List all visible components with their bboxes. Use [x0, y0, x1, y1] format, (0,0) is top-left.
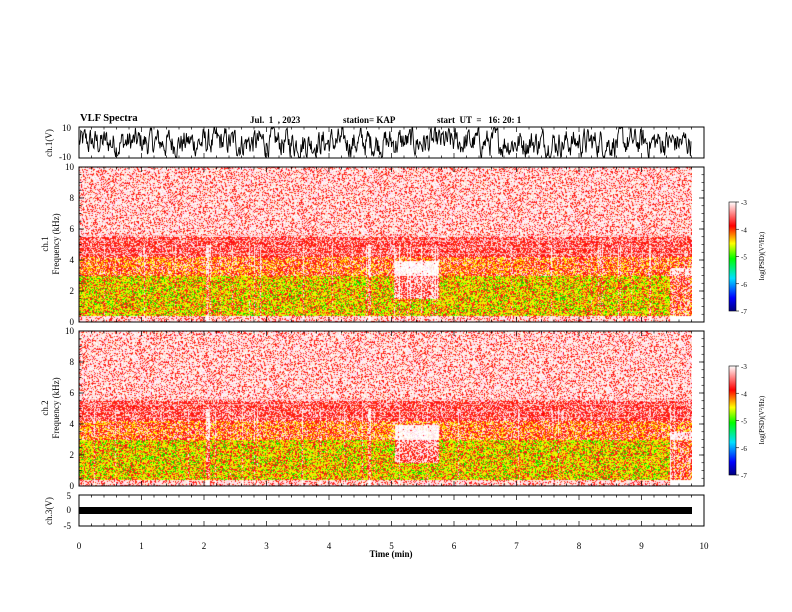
x-tick-label: 7	[514, 541, 519, 551]
y-tick-label: 8	[70, 193, 75, 203]
ch3-ytick-top: 5	[67, 491, 72, 501]
y-tick-label: 2	[70, 286, 75, 296]
x-tick-label: 0	[77, 541, 82, 551]
x-tick-label: 3	[264, 541, 269, 551]
ch1-channel-label: ch.1	[40, 236, 50, 251]
y-tick-label: 8	[70, 357, 75, 367]
colorbar-tick-label: -7	[741, 472, 747, 480]
y-tick-label: 6	[70, 388, 75, 398]
ch1-ytick-top: 10	[62, 123, 72, 133]
ch2-colorbar: -3 -4 -5 -6 -7 log(PSD)(V²/Hz)	[728, 363, 766, 480]
x-tick-label: 5	[389, 541, 394, 551]
start-time-label: start UT = 16: 20: 1	[437, 115, 522, 125]
ch1-waveform-panel: 10 -10 ch.1(V)	[44, 123, 705, 162]
ch2-spectrogram-panel: 0 2 4 6 8 10 ch.2 Frequency (kHz)	[40, 326, 705, 491]
ch2-channel-label: ch.2	[40, 400, 50, 415]
x-tick-label: 2	[202, 541, 207, 551]
colorbar-tick-label: -6	[741, 445, 747, 453]
ch1-spectrogram-image	[79, 167, 692, 322]
ch1-waveform-ylabel: ch.1(V)	[44, 129, 54, 157]
y-tick-label: 4	[70, 419, 75, 429]
ch1-spectrogram-panel: 0 2 4 6 8 10 ch.1 Frequency (kHz)	[40, 162, 705, 327]
figure-title: VLF Spectra	[80, 113, 138, 124]
colorbar-tick-label: -5	[741, 418, 747, 426]
colorbar-tick-label: -7	[741, 308, 747, 316]
ch1-colorbar-gradient	[728, 201, 737, 312]
ch3-waveform-panel: 5 0 -5 ch.3(V)	[44, 491, 705, 531]
ch1-colorbar-label: log(PSD)(V²/Hz)	[758, 231, 766, 280]
y-tick-label: 2	[70, 450, 75, 460]
date-label: Jul. 1 , 2023	[250, 115, 301, 125]
ch3-ytick-bottom: -5	[64, 521, 72, 531]
ch1-frequency-label: Frequency (kHz)	[51, 213, 61, 274]
x-tick-label: 1	[139, 541, 144, 551]
colorbar-tick-label: -4	[741, 390, 747, 398]
ch2-frequency-label: Frequency (kHz)	[51, 377, 61, 438]
colorbar-tick-label: -4	[741, 226, 747, 234]
station-label: station= KAP	[343, 115, 396, 125]
colorbar-tick-label: -3	[741, 363, 747, 371]
ch3-ytick-mid: 0	[67, 505, 72, 515]
x-tick-label: 10	[700, 541, 710, 551]
y-tick-label: 0	[70, 481, 75, 491]
ch1-ytick-bottom: -10	[59, 152, 71, 162]
colorbar-tick-label: -5	[741, 254, 747, 262]
ch1-colorbar: -3 -4 -5 -6 -7 log(PSD)(V²/Hz)	[728, 199, 766, 316]
x-tick-label: 6	[452, 541, 457, 551]
y-tick-label: 10	[65, 326, 75, 336]
x-tick-label: 8	[577, 541, 582, 551]
ch2-colorbar-gradient	[728, 365, 737, 476]
ch2-spectrogram-image	[79, 331, 692, 486]
colorbar-tick-label: -3	[741, 199, 747, 207]
ch2-colorbar-label: log(PSD)(V²/Hz)	[758, 395, 766, 444]
y-tick-label: 0	[70, 317, 75, 327]
x-tick-label: 4	[327, 541, 332, 551]
y-tick-label: 6	[70, 224, 75, 234]
colorbar-tick-label: -6	[741, 281, 747, 289]
time-axis-label: Time (min)	[369, 549, 412, 559]
y-tick-label: 4	[70, 255, 75, 265]
ch3-waveform-ylabel: ch.3(V)	[44, 497, 54, 525]
y-tick-label: 10	[65, 162, 75, 172]
ch1-waveform-line	[78, 126, 692, 159]
x-tick-label: 9	[639, 541, 644, 551]
